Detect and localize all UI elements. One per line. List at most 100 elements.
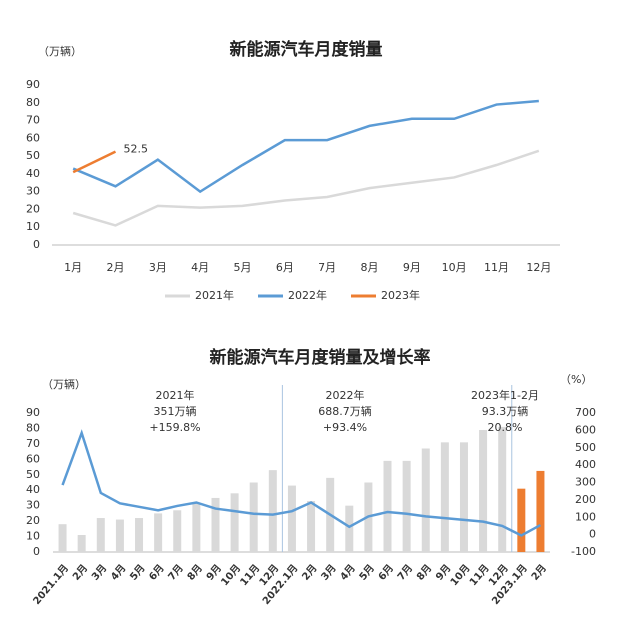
line: [72, 150, 117, 174]
legend-label: 2021年: [195, 288, 234, 302]
annotation: 2023年1-2月: [471, 388, 539, 402]
bar: [402, 460, 411, 552]
x-tick-label: 7月: [318, 261, 336, 274]
chart-title: 新能源汽车月度销量: [230, 39, 383, 60]
x-tick-label: 11月: [484, 261, 509, 274]
line: [72, 99, 539, 194]
y-tick-label: 10: [26, 530, 40, 543]
bar: [154, 513, 163, 552]
annotation: 93.3万辆: [482, 404, 529, 418]
chart-title: 新能源汽车月度销量及增长率: [210, 347, 431, 368]
x-tick-label: 7月: [166, 562, 186, 583]
annotation: 20.8%: [488, 421, 523, 434]
annotation: 688.7万辆: [318, 404, 372, 418]
y-tick-label: 50: [26, 468, 40, 481]
y-tick-label: 60: [26, 131, 40, 144]
x-tick-label: 9月: [403, 261, 421, 274]
annotation: 2022年: [326, 388, 365, 402]
x-tick-label: 3月: [89, 562, 109, 583]
bar: [173, 510, 182, 552]
bar: [287, 485, 296, 552]
annotation: 351万辆: [154, 404, 197, 418]
bar: [307, 501, 316, 552]
y-tick-label: 10: [26, 220, 40, 233]
x-tick-label: 2月: [300, 562, 320, 583]
x-tick-label: 4月: [338, 562, 358, 583]
x-tick-label: 11月: [467, 562, 492, 588]
x-tick-label: 4月: [108, 562, 128, 583]
bar: [135, 518, 144, 552]
x-tick-label: 6月: [276, 261, 294, 274]
x-tick-label: 10月: [448, 562, 473, 588]
annotation: +159.8%: [149, 421, 200, 434]
x-tick-label: 12月: [526, 261, 551, 274]
bar: [249, 482, 258, 552]
y2-tick-label: 600: [575, 423, 596, 436]
x-tick-label: 4月: [191, 261, 209, 274]
x-tick-label: 2月: [529, 562, 549, 583]
bar: [96, 518, 105, 552]
bar: [115, 519, 124, 552]
bar: [421, 448, 430, 552]
y-tick-label: 30: [26, 499, 40, 512]
legend-label: 2023年: [381, 288, 420, 302]
x-tick-label: 5月: [128, 562, 148, 583]
bar: [479, 429, 488, 552]
x-tick-label: 3月: [149, 261, 167, 274]
bar: [517, 488, 526, 552]
y2-tick-label: -100: [571, 545, 596, 558]
y-tick-label: 0: [33, 545, 40, 558]
x-tick-label: 6月: [147, 562, 167, 583]
legend-label: 2022年: [288, 288, 327, 302]
y2-tick-label: 300: [575, 476, 596, 489]
y-tick-label: 80: [26, 421, 40, 434]
y-tick-label: 70: [26, 114, 40, 127]
bar: [230, 493, 239, 552]
y-tick-label: 40: [26, 483, 40, 496]
bar: [536, 470, 545, 552]
bar: [345, 505, 354, 552]
x-tick-label: 8月: [414, 562, 434, 583]
bar: [268, 470, 277, 552]
y-axis-label: （万辆）: [38, 44, 82, 58]
x-tick-label: 10月: [442, 261, 467, 274]
y-tick-label: 0: [33, 238, 40, 251]
y2-tick-label: 200: [575, 493, 596, 506]
bar: [192, 502, 201, 552]
y-tick-label: 90: [26, 406, 40, 419]
x-tick-label: 7月: [395, 562, 415, 583]
x-tick-label: 6月: [376, 562, 396, 583]
y-tick-label: 30: [26, 185, 40, 198]
y-tick-label: 40: [26, 167, 40, 180]
y-tick-label: 80: [26, 96, 40, 109]
y-tick-label: 50: [26, 149, 40, 162]
y2-tick-label: 0: [589, 528, 596, 541]
y-axis-label: （万辆）: [42, 377, 86, 391]
x-tick-label: 5月: [357, 562, 377, 583]
bar: [440, 442, 449, 552]
y-tick-label: 90: [26, 78, 40, 91]
y2-tick-label: 100: [575, 510, 596, 523]
y-tick-label: 20: [26, 202, 40, 215]
annotation: 2021年: [156, 388, 195, 402]
bar: [459, 442, 468, 552]
x-tick-label: 2月: [107, 261, 125, 274]
x-tick-label: 8月: [185, 562, 205, 583]
line: [61, 429, 542, 537]
x-tick-label: 1月: [64, 261, 82, 274]
x-tick-label: 2月: [70, 562, 90, 583]
data-label: 52.5: [124, 143, 149, 156]
x-tick-label: 10月: [219, 562, 244, 588]
bar: [211, 497, 220, 552]
bar: [498, 426, 507, 552]
y2-tick-label: 700: [575, 406, 596, 419]
bar: [383, 460, 392, 552]
line: [72, 149, 540, 227]
x-tick-label: 5月: [234, 261, 252, 274]
x-tick-label: 2021.1月: [31, 562, 71, 607]
bar: [58, 524, 67, 552]
annotation: +93.4%: [323, 421, 367, 434]
y-tick-label: 60: [26, 452, 40, 465]
x-tick-label: 11月: [238, 562, 263, 588]
